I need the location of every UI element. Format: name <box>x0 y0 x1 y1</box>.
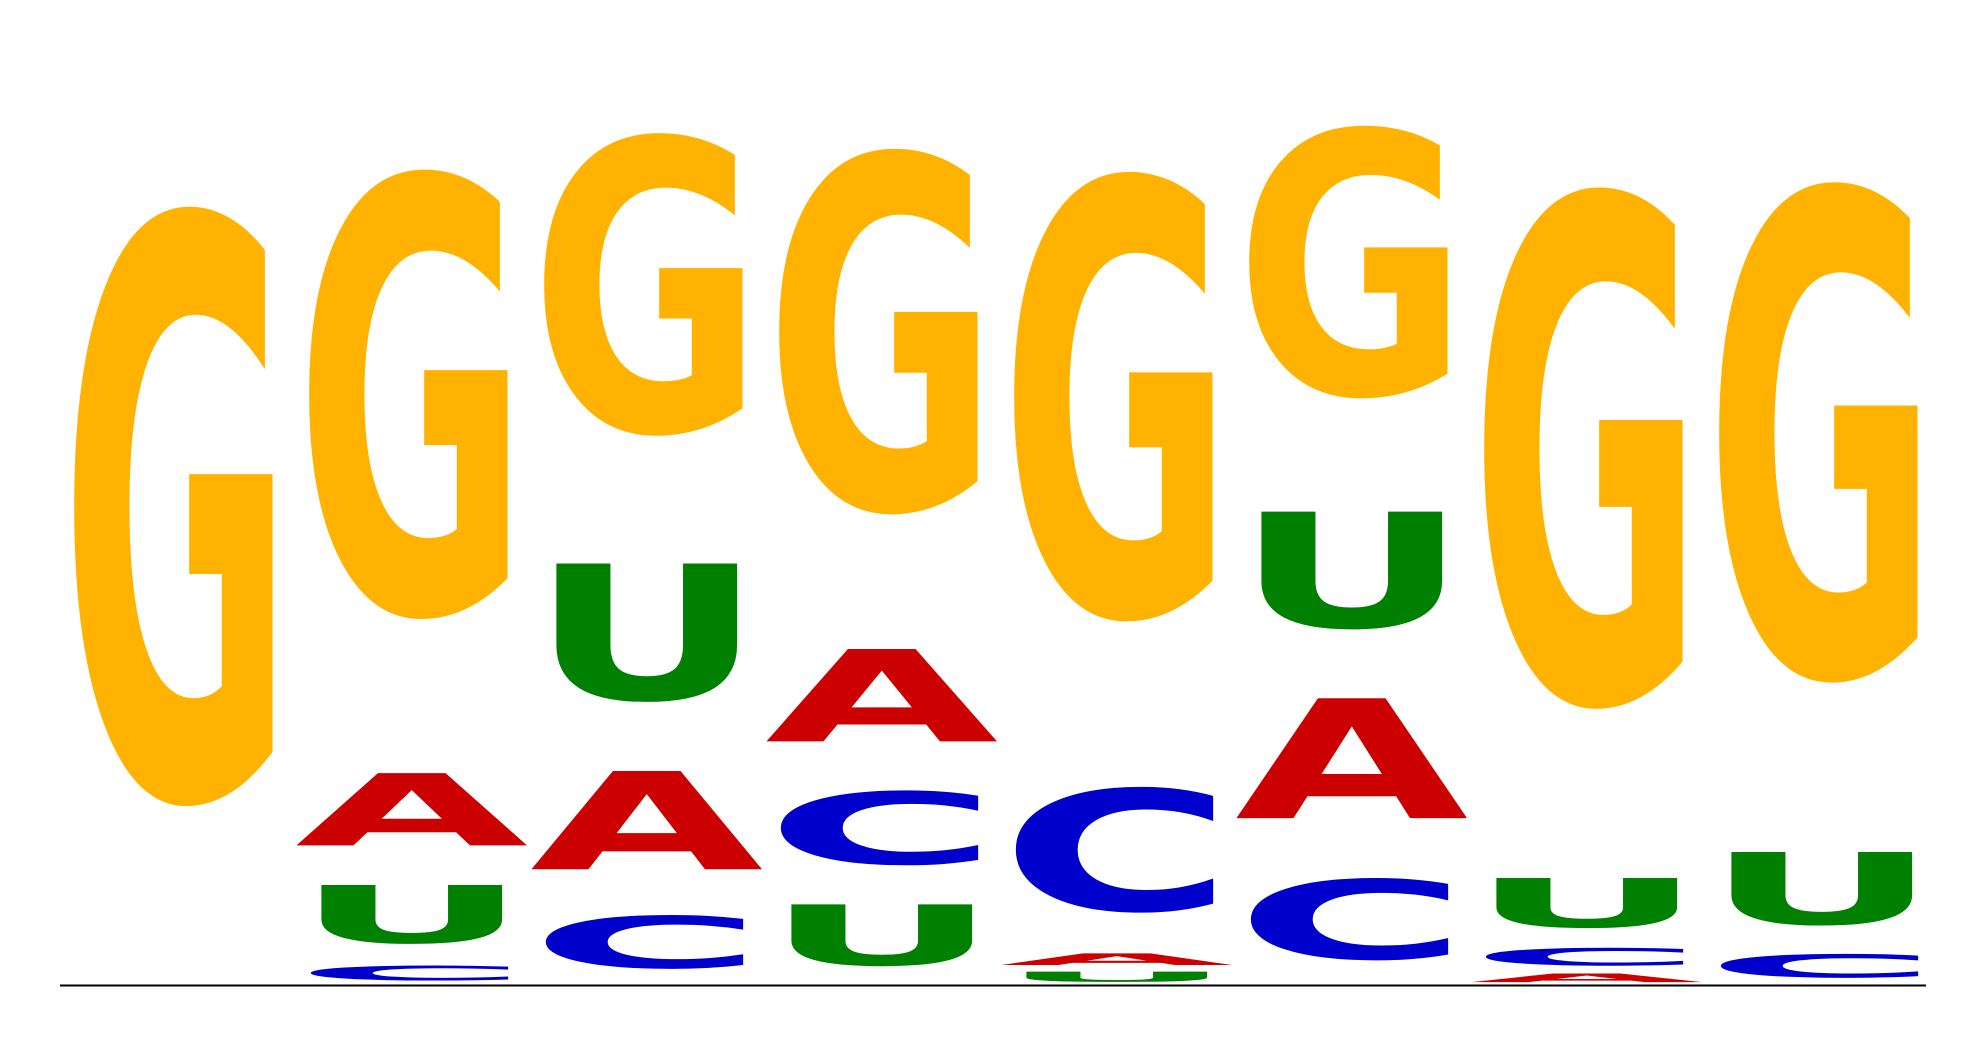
letter-C-pos3: C <box>530 902 763 985</box>
letter-U-pos5: U <box>1000 969 1233 985</box>
letter-C-pos4: C <box>765 772 998 888</box>
letter-A-pos5: A <box>1000 950 1233 968</box>
letter-A-pos4: A <box>765 624 998 772</box>
letter-C-pos5: C <box>1000 756 1233 950</box>
letter-A-pos7: A <box>1470 971 1703 985</box>
letter-G-pos8: G <box>1705 60 1938 830</box>
letter-G-pos6: G <box>1235 59 1468 479</box>
letter-G-pos7: G <box>1470 61 1703 862</box>
letter-G-pos5: G <box>1000 62 1233 753</box>
letter-U-pos3: U <box>530 527 763 744</box>
logo-column-1: G <box>60 60 293 982</box>
letter-C-pos8: C <box>1705 948 1938 985</box>
letter-U-pos6: U <box>1235 480 1468 664</box>
letter-C-pos6: C <box>1235 858 1468 985</box>
letter-A-pos2: A <box>295 754 528 869</box>
letter-G-pos2: G <box>295 60 528 751</box>
letter-U-pos7: U <box>1470 865 1704 943</box>
letter-G-pos3: G <box>530 59 763 525</box>
letter-A-pos3: A <box>530 745 763 902</box>
letter-U-pos4: U <box>765 888 998 985</box>
letter-C-pos2: C <box>295 962 528 985</box>
letter-C-pos7: C <box>1470 943 1703 971</box>
letter-U-pos8: U <box>1705 832 1938 948</box>
letter-G-pos4: G <box>765 59 998 622</box>
letter-U-pos2: U <box>295 869 528 961</box>
letter-A-pos6: A <box>1235 666 1468 857</box>
logo-column-8: CUG <box>1705 60 1938 985</box>
letter-G-pos1: G <box>60 60 293 982</box>
